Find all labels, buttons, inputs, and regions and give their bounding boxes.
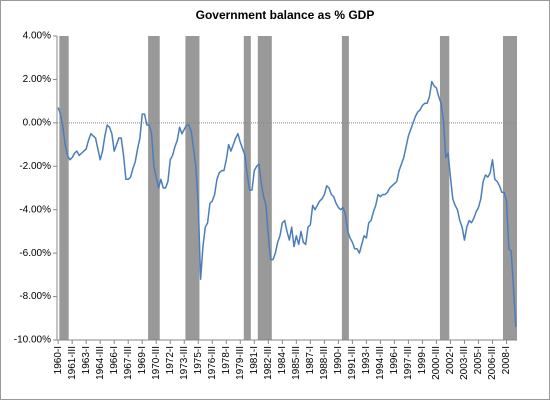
- x-tick-label: 1975-I: [193, 346, 204, 374]
- y-tick-label: -8.00%: [19, 291, 51, 302]
- x-tick-label: 1982-III: [263, 346, 274, 380]
- x-tick-label: 2003-III: [459, 346, 470, 380]
- x-tick-label: 1990-I: [333, 346, 344, 374]
- x-tick-label: 2008-I: [501, 346, 512, 374]
- data-line: [57, 80, 517, 328]
- x-tick-label: 1960-I: [53, 346, 64, 374]
- x-tick-label: 1976-III: [207, 346, 218, 380]
- x-tick-label: 1981-I: [249, 346, 260, 374]
- x-tick-label: 1997-III: [403, 346, 414, 380]
- shaded-period: [502, 36, 517, 340]
- x-tick-label: 1966-I: [109, 346, 120, 374]
- x-tick-label: 1991-III: [347, 346, 358, 380]
- shaded-period: [59, 36, 69, 340]
- shaded-period: [257, 36, 272, 340]
- x-tick-label: 1978-I: [221, 346, 232, 374]
- x-tick-label: 1979-III: [235, 346, 246, 380]
- x-tick-label: 1985-III: [291, 346, 302, 380]
- x-tick-label: 1999-I: [417, 346, 428, 374]
- x-tick-label: 1973-III: [179, 346, 190, 380]
- x-tick-label: 1961-III: [67, 346, 78, 380]
- x-tick-label: 1996-I: [389, 346, 400, 374]
- shaded-period: [243, 36, 251, 340]
- y-tick-label: 4.00%: [23, 31, 51, 42]
- y-tick-label: 2.00%: [23, 74, 51, 85]
- shaded-period: [148, 36, 160, 340]
- y-tick-label: -6.00%: [19, 248, 51, 259]
- x-tick-label: 1967-III: [123, 346, 134, 380]
- x-tick-label: 2000-III: [431, 346, 442, 380]
- y-tick-label: 0.00%: [23, 117, 51, 128]
- x-tick-label: 1963-I: [81, 346, 92, 374]
- x-tick-label: 1972-I: [165, 346, 176, 374]
- x-tick-label: 2006-III: [487, 346, 498, 380]
- x-tick-label: 1964-III: [95, 346, 106, 380]
- shaded-period: [341, 36, 349, 340]
- y-tick-label: -2.00%: [19, 161, 51, 172]
- y-tick-label: -4.00%: [19, 204, 51, 215]
- x-tick-label: 1970-III: [151, 346, 162, 380]
- shaded-period: [439, 36, 450, 340]
- x-tick-label: 1987-I: [305, 346, 316, 374]
- x-tick-label: 2002-I: [445, 346, 456, 374]
- x-tick-label: 1993-I: [361, 346, 372, 374]
- x-tick-label: 1969-I: [137, 346, 148, 374]
- x-tick-label: 1994-III: [375, 346, 386, 380]
- x-tick-label: 2005-I: [473, 346, 484, 374]
- x-tick-label: 1984-I: [277, 346, 288, 374]
- y-tick-label: -10.00%: [14, 335, 51, 346]
- x-tick-label: 1988-III: [319, 346, 330, 380]
- shaded-period: [185, 36, 200, 340]
- chart-title: Government balance as % GDP: [196, 8, 375, 22]
